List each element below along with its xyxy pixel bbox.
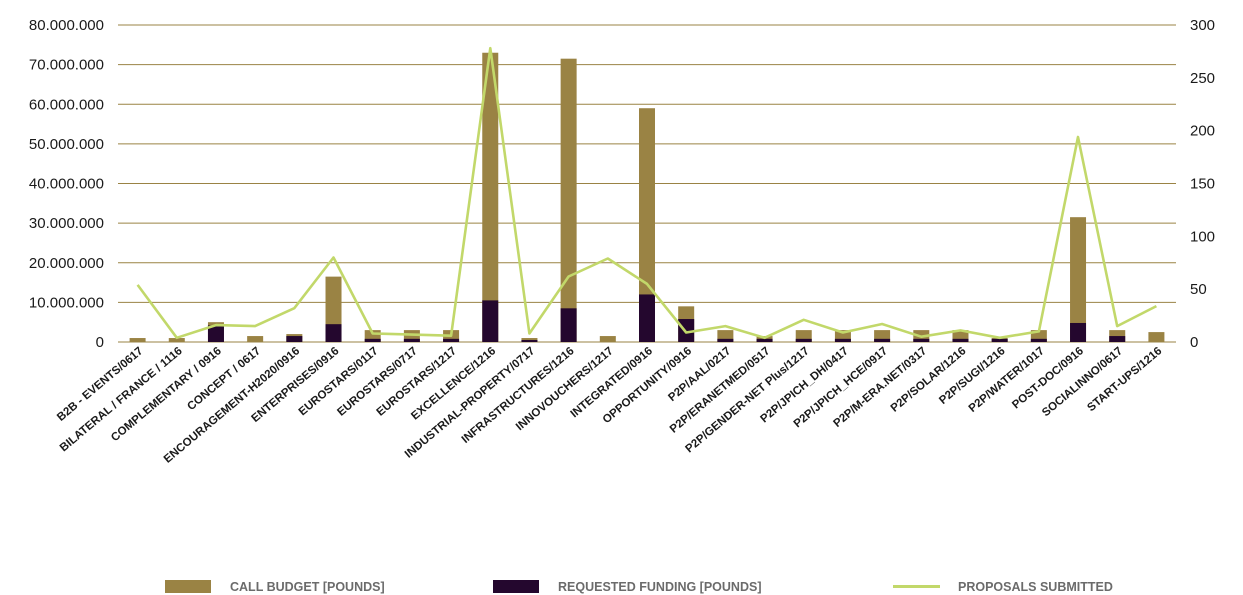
bar-requested-funding xyxy=(834,338,851,342)
bar-call-budget xyxy=(403,330,420,342)
legend-swatch-call-budget xyxy=(165,580,211,593)
bar-requested-funding xyxy=(639,294,655,342)
bar-requested-funding xyxy=(756,338,773,342)
bar-call-budget xyxy=(247,336,264,342)
left-tick-label: 70.000.000 xyxy=(29,57,104,74)
bar-call-budget xyxy=(482,52,499,343)
bar-call-budget xyxy=(599,336,616,342)
bar-requested-funding xyxy=(795,338,812,342)
legend-label-requested-funding: REQUESTED FUNDING [POUNDS] xyxy=(558,580,761,594)
bar-call-budget xyxy=(717,330,734,342)
legend: CALL BUDGET [POUNDS] REQUESTED FUNDING [… xyxy=(165,580,1113,594)
bar-requested-funding xyxy=(364,338,381,342)
bar-call-budget xyxy=(560,58,577,343)
bar-requested-funding xyxy=(521,340,538,342)
proposals-line xyxy=(136,46,1157,340)
right-tick-label: 100 xyxy=(1190,228,1215,245)
right-tick-label: 200 xyxy=(1190,123,1215,140)
bar-requested-funding xyxy=(991,338,1008,342)
requested-funding-bars xyxy=(207,294,1126,342)
right-tick-label: 250 xyxy=(1190,70,1215,87)
bar-call-budget xyxy=(834,330,851,342)
bar-requested-funding xyxy=(1070,322,1087,342)
bar-requested-funding xyxy=(874,338,891,342)
category-label: P2P/SUGI/1216 xyxy=(937,345,1007,407)
left-axis-ticks: 0 10.000.000 20.000.000 30.000.000 40.000.00… xyxy=(29,17,104,351)
bar-call-budget xyxy=(952,330,969,342)
right-tick-label: 50 xyxy=(1190,281,1207,298)
right-tick-label: 300 xyxy=(1190,17,1215,34)
bar-requested-funding xyxy=(482,300,499,342)
left-tick-label: 20.000.000 xyxy=(29,255,104,272)
bar-call-budget xyxy=(168,338,185,342)
left-tick-label: 10.000.000 xyxy=(29,294,104,311)
line-proposals-submitted xyxy=(136,46,1157,340)
bar-requested-funding xyxy=(286,336,303,342)
bar-requested-funding xyxy=(952,338,969,342)
left-tick-label: 60.000.000 xyxy=(29,96,104,113)
bar-call-budget xyxy=(1070,217,1087,342)
legend-swatch-requested-funding xyxy=(493,580,539,593)
bar-requested-funding xyxy=(560,308,577,342)
left-tick-label: 50.000.000 xyxy=(29,136,104,153)
category-label: POST-DOC/0916 xyxy=(1010,345,1086,411)
legend-label-call-budget: CALL BUDGET [POUNDS] xyxy=(230,580,385,594)
bar-requested-funding xyxy=(913,338,930,342)
bar-call-budget xyxy=(874,330,891,342)
right-tick-label: 0 xyxy=(1190,334,1198,351)
bar-requested-funding xyxy=(207,325,224,342)
right-tick-label: 150 xyxy=(1190,176,1215,193)
left-tick-label: 40.000.000 xyxy=(29,176,104,193)
bar-call-budget xyxy=(795,330,812,342)
bar-call-budget xyxy=(639,108,655,343)
category-label: ENCOURAGEMENT-H2020/0916 xyxy=(162,345,302,466)
bar-requested-funding xyxy=(443,338,460,342)
bar-requested-funding xyxy=(1030,338,1047,342)
category-label: START-UPS/1216 xyxy=(1085,345,1164,414)
bar-call-budget xyxy=(1030,330,1047,342)
left-tick-label: 30.000.000 xyxy=(29,215,104,232)
bar-requested-funding xyxy=(325,324,342,342)
legend-label-proposals: PROPOSALS SUBMITTED xyxy=(958,580,1113,594)
bar-requested-funding xyxy=(403,338,420,342)
category-label: P2P/SOLAR/1216 xyxy=(889,345,969,415)
left-tick-label: 0 xyxy=(96,334,104,351)
bar-call-budget xyxy=(1148,332,1165,342)
right-axis-ticks: 0 50 100 150 200 250 300 xyxy=(1190,17,1215,351)
bar-requested-funding xyxy=(1109,336,1126,342)
bar-call-budget xyxy=(364,330,381,342)
left-tick-label: 80.000.000 xyxy=(29,17,104,34)
category-label: P2P/WATER/1017 xyxy=(967,345,1047,415)
bar-requested-funding xyxy=(717,338,734,342)
bar-call-budget xyxy=(129,338,146,342)
